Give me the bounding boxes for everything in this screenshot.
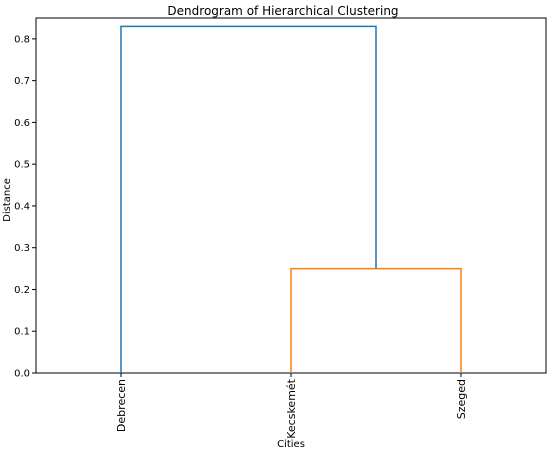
- plot-layer: 0.0 0.1 0.2 0.3 0.4 0.5 0.6 0.7 0.8 Debrecen Kecsk…: [14, 17, 547, 439]
- y-tick-label: 0.8: [14, 34, 30, 45]
- x-tick-label: Debrecen: [115, 379, 128, 432]
- x-tick-label: Szeged: [455, 379, 468, 419]
- chart-title: Dendrogram of Hierarchical Clustering: [167, 4, 398, 18]
- y-tick-label: 0.4: [14, 201, 30, 212]
- x-tick-label: Kecskemét: [285, 378, 298, 438]
- x-axis-label: Cities: [277, 439, 305, 450]
- dendrogram-link-2: [120, 25, 377, 373]
- y-tick-label: 0.7: [14, 76, 30, 87]
- y-tick-label: 0.5: [14, 160, 30, 171]
- y-tick-label: 0.3: [14, 243, 30, 254]
- dendrogram-link-1: [290, 267, 462, 373]
- y-tick-label: 0.0: [14, 369, 30, 380]
- y-tick-label: 0.6: [14, 118, 30, 129]
- y-axis-label: Distance: [2, 178, 13, 222]
- y-tick-label: 0.2: [14, 285, 30, 296]
- y-tick-label: 0.1: [14, 327, 30, 338]
